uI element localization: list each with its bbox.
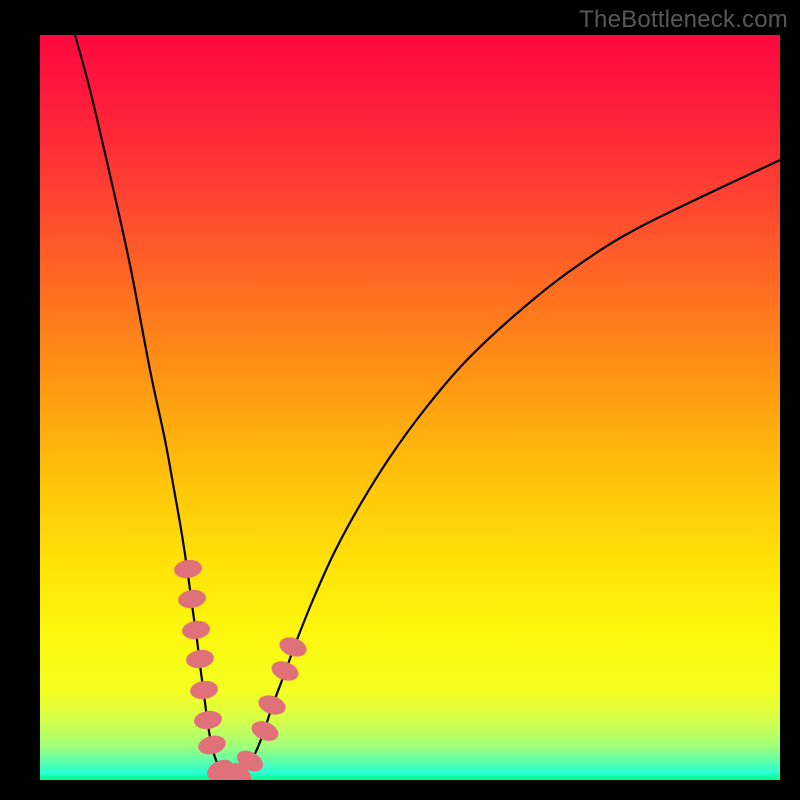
watermark-text: TheBottleneck.com — [579, 6, 788, 34]
gradient-background — [40, 35, 780, 780]
chart-container: TheBottleneck.com — [0, 0, 800, 800]
chart-svg — [40, 35, 780, 780]
plot-area — [40, 35, 780, 780]
